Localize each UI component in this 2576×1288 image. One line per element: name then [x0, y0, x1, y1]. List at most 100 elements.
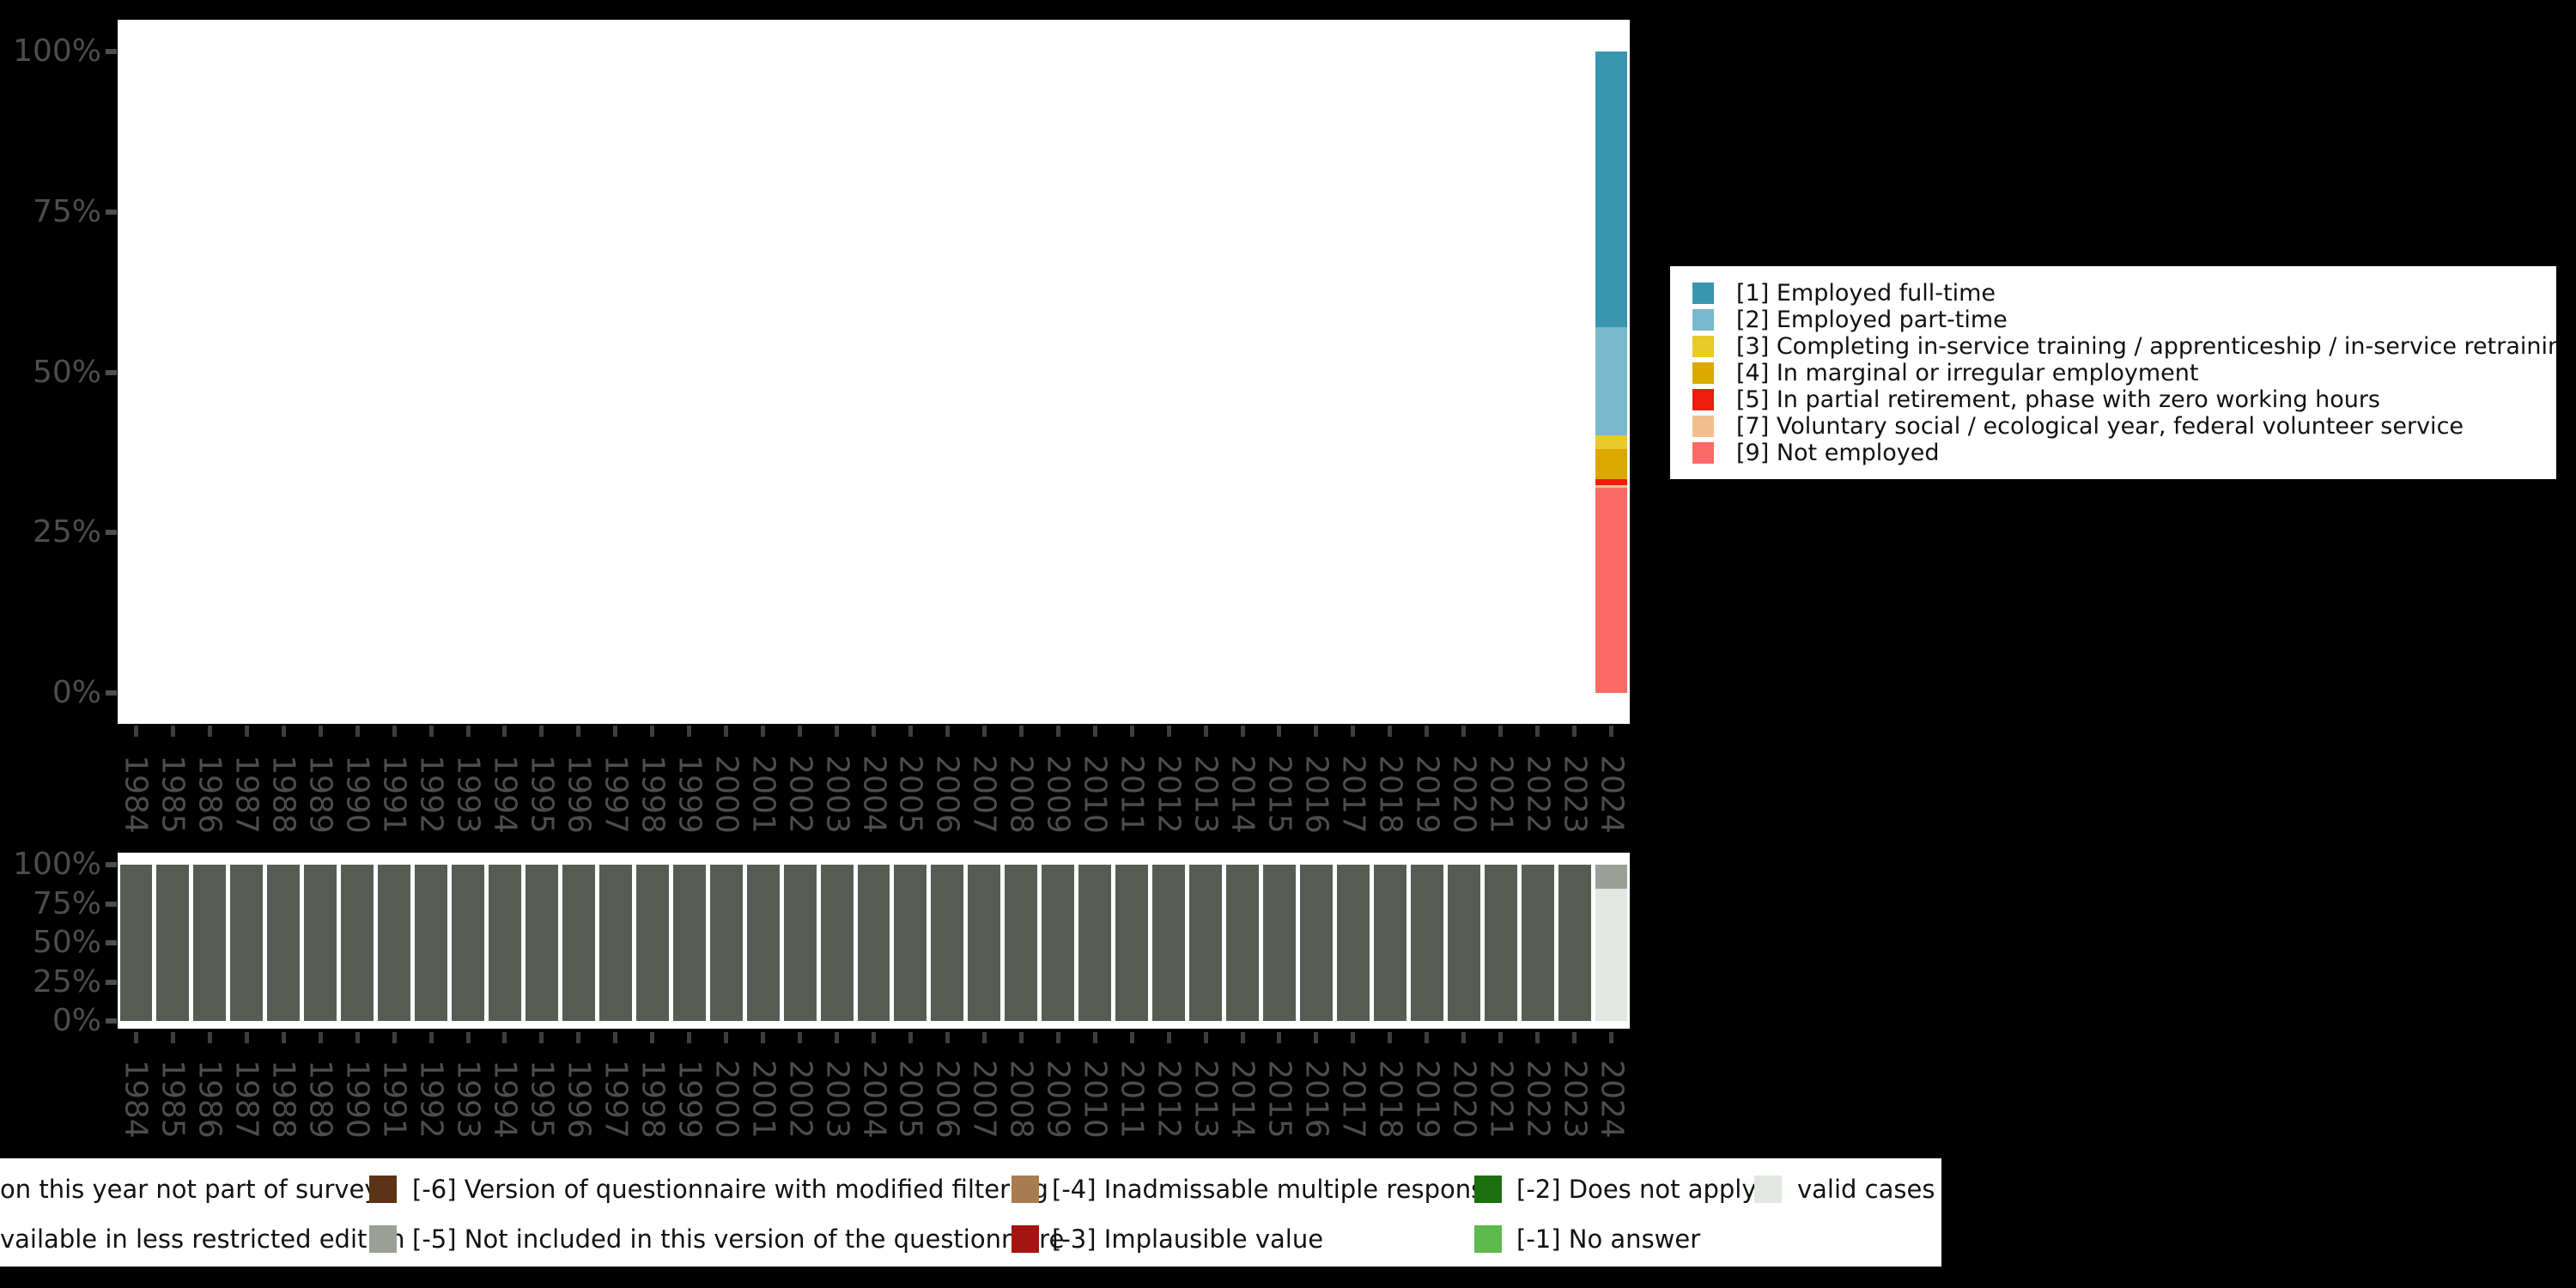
- legend-item: [5] In partial retirement, phase with ze…: [1670, 386, 2556, 413]
- legend-swatch-4: [1692, 362, 1714, 384]
- x-axis-tick: [798, 1032, 803, 1043]
- bar-2004: [857, 865, 890, 1021]
- bar-segment: [820, 865, 854, 1021]
- legend-item: [4] In marginal or irregular employment: [1670, 360, 2556, 386]
- bar-2013: [1189, 865, 1223, 1021]
- x-axis-tick: [539, 726, 544, 737]
- y-axis-label: 25%: [32, 514, 101, 550]
- legend-item: [2] Employed part-time: [1670, 307, 2556, 333]
- year-label-1994: 1994: [487, 755, 523, 834]
- y-axis-tick: [106, 862, 117, 867]
- bar-1998: [635, 865, 669, 1021]
- x-axis-tick: [724, 1032, 729, 1043]
- bar-segment: [1595, 889, 1628, 1021]
- legend-swatch-2: [1692, 309, 1714, 331]
- bar-2006: [931, 865, 964, 1021]
- year-label-2024: 2024: [1594, 755, 1630, 834]
- year-label-2022: 2022: [1520, 755, 1556, 834]
- x-axis-tick: [650, 726, 655, 737]
- y-axis-label: 75%: [32, 193, 101, 229]
- year-label-1984: 1984: [118, 755, 154, 834]
- bar-1991: [378, 865, 411, 1021]
- x-axis-tick: [908, 726, 913, 737]
- year-label-2000: 2000: [708, 1060, 744, 1139]
- bar-segment: [1595, 52, 1628, 328]
- x-axis-tick: [318, 726, 323, 737]
- legend-label: [-1] No answer: [1516, 1224, 1701, 1254]
- x-axis-tick: [318, 1032, 323, 1043]
- bar-1990: [341, 865, 374, 1021]
- legend-swatch-minus5: [369, 1225, 397, 1253]
- bar-1994: [489, 865, 521, 1021]
- x-axis-tick: [1425, 726, 1430, 737]
- bar-segment: [1595, 865, 1628, 890]
- legend-label: [5] In partial retirement, phase with ze…: [1736, 386, 2380, 413]
- x-axis-tick: [872, 1032, 876, 1043]
- bar-segment: [857, 865, 890, 1021]
- y-axis-tick: [106, 979, 117, 985]
- year-label-2016: 2016: [1298, 755, 1334, 834]
- legend-swatch-5: [1692, 389, 1714, 410]
- legend-item: [3] Completing in-service training / app…: [1670, 333, 2556, 360]
- x-axis-tick: [613, 1032, 618, 1043]
- year-label-1998: 1998: [635, 755, 671, 834]
- missing-values-chart-plot: [118, 853, 1630, 1029]
- bar-segment: [709, 865, 743, 1021]
- bar-segment: [1336, 865, 1370, 1021]
- bar-2011: [1115, 865, 1149, 1021]
- year-label-2010: 2010: [1077, 1060, 1113, 1139]
- x-axis-tick: [576, 726, 581, 737]
- bar-segment: [156, 865, 190, 1021]
- x-axis-tick: [761, 726, 766, 737]
- x-axis-tick: [355, 1032, 360, 1043]
- bar-2012: [1152, 865, 1186, 1021]
- x-axis-tick: [1351, 726, 1356, 737]
- x-axis-tick: [1092, 1032, 1097, 1043]
- x-axis-tick: [1129, 726, 1134, 737]
- year-label-2002: 2002: [782, 1060, 818, 1139]
- bar-segment: [193, 865, 227, 1021]
- year-label-1996: 1996: [561, 1060, 597, 1139]
- x-axis-tick: [1461, 726, 1467, 737]
- bar-2009: [1042, 865, 1075, 1021]
- year-label-1986: 1986: [191, 755, 228, 834]
- legend-swatch-3: [1692, 336, 1714, 357]
- bar-segment: [267, 865, 301, 1021]
- bar-2007: [968, 865, 1001, 1021]
- year-label-2020: 2020: [1446, 755, 1482, 834]
- bar-1992: [415, 865, 448, 1021]
- legend-label: [-2] Does not apply: [1516, 1175, 1757, 1204]
- year-label-2022: 2022: [1520, 1060, 1556, 1139]
- bar-2024: [1595, 52, 1628, 693]
- year-label-1999: 1999: [671, 1060, 708, 1139]
- year-label-1984: 1984: [118, 1060, 154, 1139]
- year-label-2017: 2017: [1335, 755, 1371, 834]
- x-axis-tick: [207, 1032, 212, 1043]
- bar-2021: [1484, 865, 1517, 1021]
- y-axis-label: 100%: [13, 847, 101, 882]
- x-axis-tick: [1277, 1032, 1282, 1043]
- legend-swatch-valid: [1754, 1176, 1782, 1203]
- x-axis-tick: [761, 1032, 766, 1043]
- x-axis-tick: [207, 726, 212, 737]
- year-label-1989: 1989: [302, 1060, 338, 1139]
- year-label-2024: 2024: [1594, 1060, 1630, 1139]
- year-label-2021: 2021: [1483, 755, 1519, 834]
- year-label-2005: 2005: [892, 1060, 928, 1139]
- bar-segment: [598, 865, 632, 1021]
- x-axis-tick: [835, 1032, 840, 1043]
- bar-1997: [598, 865, 632, 1021]
- bar-2015: [1262, 865, 1296, 1021]
- year-label-2012: 2012: [1151, 1060, 1187, 1139]
- year-label-1999: 1999: [671, 755, 708, 834]
- x-axis-tick: [1535, 1032, 1540, 1043]
- legend-label: [-5] Not included in this version of the…: [412, 1224, 1065, 1254]
- year-label-1994: 1994: [487, 1060, 523, 1139]
- year-label-2006: 2006: [929, 755, 965, 834]
- x-axis-tick: [613, 726, 618, 737]
- year-label-1995: 1995: [524, 1060, 560, 1139]
- bar-segment: [230, 865, 264, 1021]
- year-label-1993: 1993: [450, 1060, 486, 1139]
- bar-segment: [1226, 865, 1259, 1021]
- year-label-1987: 1987: [228, 755, 264, 834]
